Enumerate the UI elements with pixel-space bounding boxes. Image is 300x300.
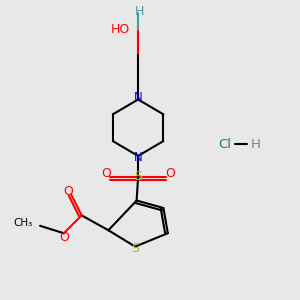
Text: S: S xyxy=(131,242,139,255)
Text: N: N xyxy=(134,151,142,164)
Text: N: N xyxy=(134,92,142,104)
Text: H: H xyxy=(250,138,260,151)
Text: O: O xyxy=(59,231,69,244)
Text: O: O xyxy=(101,167,111,180)
Text: S: S xyxy=(134,170,142,183)
Text: H: H xyxy=(135,5,144,18)
Text: CH₃: CH₃ xyxy=(13,218,33,228)
Text: O: O xyxy=(63,185,73,198)
Text: O: O xyxy=(165,167,175,180)
Text: Cl: Cl xyxy=(218,138,231,151)
Text: HO: HO xyxy=(110,23,130,36)
